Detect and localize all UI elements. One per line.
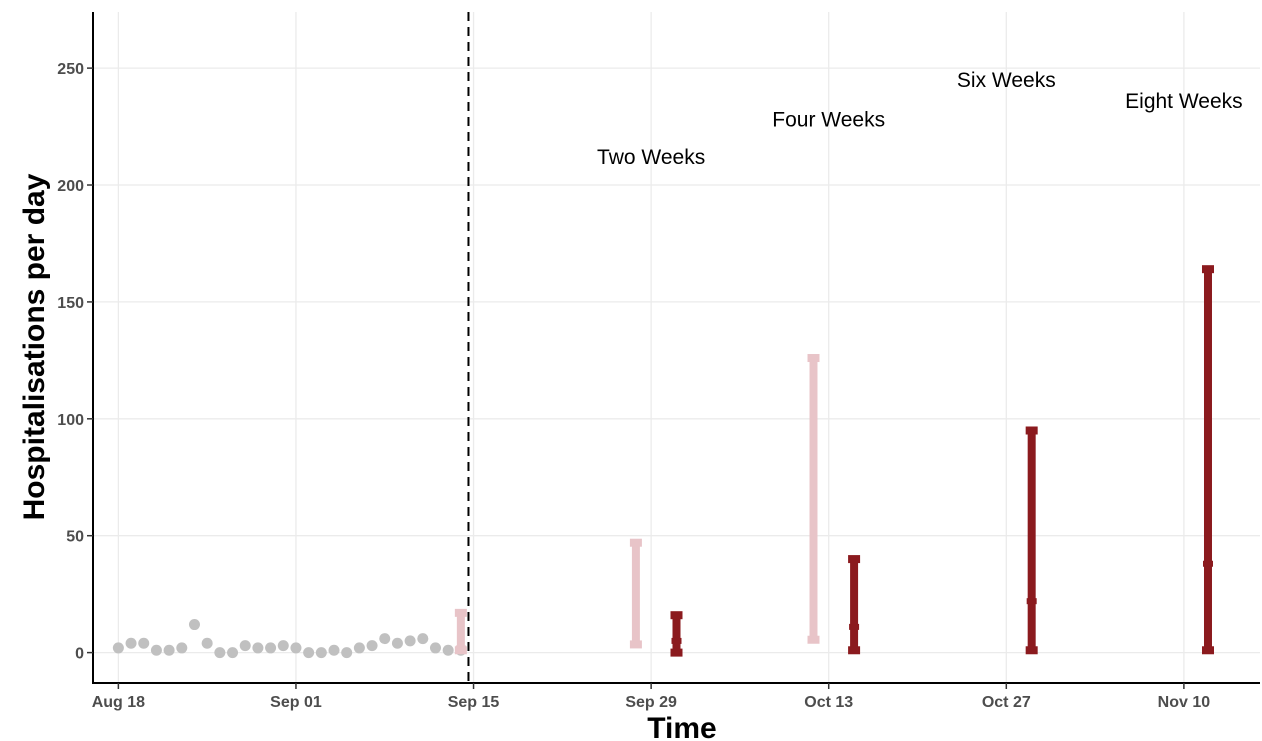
observed-point bbox=[214, 647, 225, 658]
observed-point bbox=[227, 647, 238, 658]
y-tick-label: 100 bbox=[57, 412, 84, 429]
forecast-interval bbox=[455, 609, 467, 654]
x-tick-label: Sep 01 bbox=[270, 694, 322, 711]
interval-median-mark bbox=[631, 641, 641, 647]
observed-point bbox=[354, 642, 365, 653]
interval-median-mark bbox=[1203, 561, 1213, 567]
observed-point bbox=[329, 645, 340, 656]
observed-point bbox=[341, 647, 352, 658]
observed-point bbox=[151, 645, 162, 656]
x-axis-title: Time bbox=[647, 712, 716, 741]
interval-median-mark bbox=[456, 645, 466, 651]
period-annotation: Two Weeks bbox=[597, 146, 705, 169]
interval-upper-cap bbox=[1202, 265, 1214, 273]
interval-lower-cap bbox=[1026, 646, 1038, 654]
observed-point bbox=[303, 647, 314, 658]
x-tick-label: Oct 13 bbox=[804, 694, 853, 711]
annotations: Two Weeks Four Weeks Six Weeks Eight Weeks bbox=[597, 69, 1243, 169]
period-annotation: Eight Weeks bbox=[1125, 90, 1243, 113]
forecast-interval bbox=[1202, 265, 1214, 654]
y-tick-label: 0 bbox=[75, 646, 84, 663]
grid bbox=[93, 12, 1260, 683]
observed-point bbox=[138, 638, 149, 649]
observed-point bbox=[430, 642, 441, 653]
observed-point bbox=[252, 642, 263, 653]
x-tick-label: Sep 15 bbox=[448, 694, 500, 711]
y-tick-label: 50 bbox=[66, 529, 84, 546]
interval-lower-cap bbox=[848, 646, 860, 654]
forecast-interval bbox=[1026, 426, 1038, 654]
interval-upper-cap bbox=[630, 539, 642, 547]
interval-median-mark bbox=[849, 624, 859, 630]
observed-point bbox=[290, 642, 301, 653]
x-tick-label: Sep 29 bbox=[625, 694, 677, 711]
x-tick-label: Aug 18 bbox=[92, 694, 145, 711]
interval-lower-cap bbox=[671, 649, 683, 657]
observed-point bbox=[278, 640, 289, 651]
interval-upper-cap bbox=[455, 609, 467, 617]
interval-upper-cap bbox=[671, 611, 683, 619]
observed-point bbox=[392, 638, 403, 649]
observed-point bbox=[379, 633, 390, 644]
interval-median-mark bbox=[672, 638, 682, 644]
forecast-interval bbox=[671, 611, 683, 656]
observed-point bbox=[176, 642, 187, 653]
y-tick-label: 250 bbox=[57, 61, 84, 78]
observed-point bbox=[405, 635, 416, 646]
interval-median-mark bbox=[1027, 598, 1037, 604]
observed-point bbox=[126, 638, 137, 649]
interval-upper-cap bbox=[807, 354, 819, 362]
observed-point bbox=[316, 647, 327, 658]
observed-point bbox=[417, 633, 428, 644]
forecast-interval bbox=[848, 555, 860, 654]
interval-upper-cap bbox=[1026, 426, 1038, 434]
observed-point bbox=[367, 640, 378, 651]
y-axis-title: Hospitalisations per day bbox=[18, 173, 51, 520]
observed-point bbox=[202, 638, 213, 649]
interval-lower-cap bbox=[1202, 646, 1214, 654]
y-tick-label: 200 bbox=[57, 178, 84, 195]
y-tick-label: 150 bbox=[57, 295, 84, 312]
interval-median-mark bbox=[808, 637, 818, 643]
observed-point bbox=[113, 642, 124, 653]
observed-point bbox=[164, 645, 175, 656]
observed-point bbox=[189, 619, 200, 630]
forecast-intervals bbox=[455, 265, 1214, 656]
observed-point bbox=[443, 645, 454, 656]
observed-point bbox=[240, 640, 251, 651]
forecast-interval bbox=[630, 539, 642, 649]
period-annotation: Four Weeks bbox=[772, 109, 885, 132]
period-annotation: Six Weeks bbox=[957, 69, 1056, 92]
interval-upper-cap bbox=[848, 555, 860, 563]
axes: 0 50 100 150 200 250 Aug 18 Sep 01 Sep 15 Sep 29 O… bbox=[57, 12, 1260, 711]
observed-point bbox=[265, 642, 276, 653]
forecast-interval bbox=[807, 354, 819, 644]
x-tick-label: Nov 10 bbox=[1158, 694, 1211, 711]
x-tick-label: Oct 27 bbox=[982, 694, 1031, 711]
